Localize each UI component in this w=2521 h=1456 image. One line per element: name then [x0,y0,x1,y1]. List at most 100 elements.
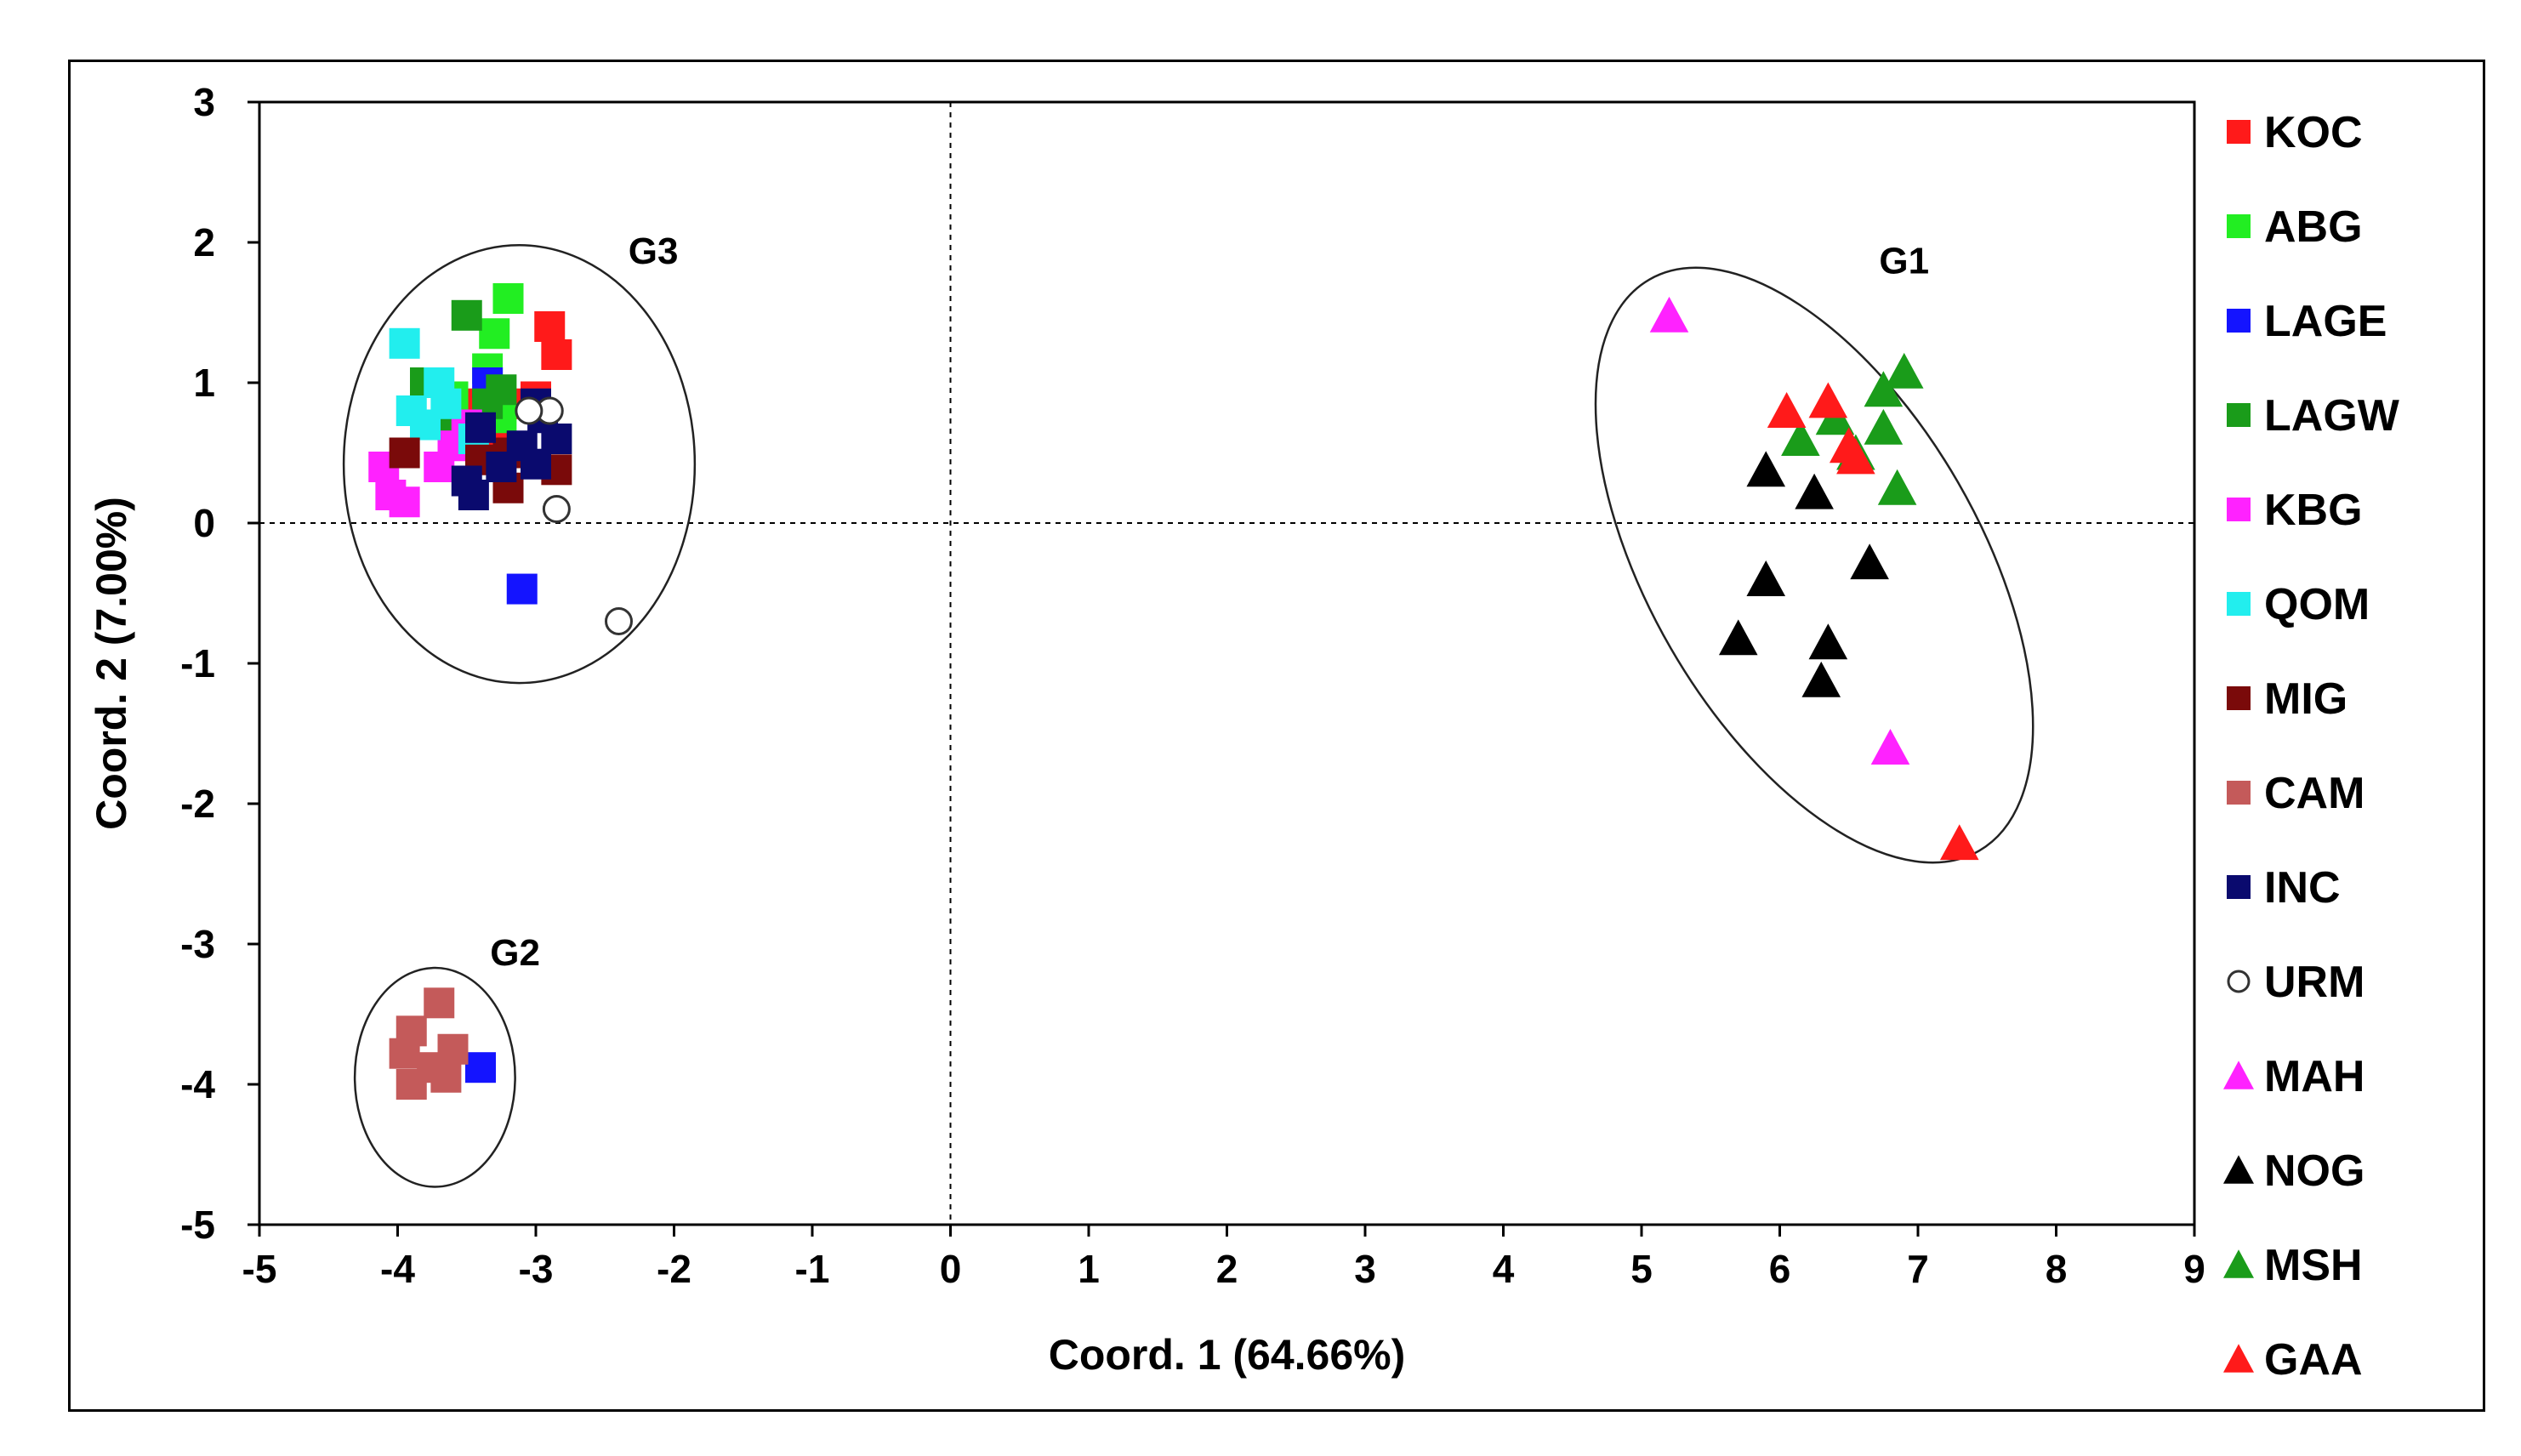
legend-marker [2227,120,2251,144]
legend-label: LAGW [2264,391,2400,441]
legend-marker [2223,1249,2254,1278]
group-ellipse-g1 [1594,266,2034,864]
data-point [542,495,571,523]
y-tick-label: 2 [193,220,215,264]
data-point [1767,392,1807,428]
legend-item-lagw: LAGW [2227,391,2400,441]
data-point [506,573,538,605]
data-point [1801,661,1841,697]
data-point [1808,623,1848,660]
figure-frame [68,60,2485,1412]
data-point [541,339,572,370]
x-tick-label: 1 [1078,1247,1100,1291]
legend-item-qom: QOM [2227,580,2370,629]
legend-item-kbg: KBG [2227,486,2363,535]
data-point [465,1052,496,1083]
group-ellipse-g2 [353,966,516,1188]
legend-item-urm: URM [2227,958,2365,1007]
data-point [1836,438,1875,475]
legend-item-gaa: GAA [2223,1335,2363,1385]
data-point [1746,451,1786,487]
y-tick-label: 3 [193,80,215,124]
series-inc [451,388,572,510]
legend-label: MIG [2264,674,2347,724]
y-tick-label: 1 [193,361,215,405]
legend-marker [2227,781,2251,805]
y-axis-ticks: 3 2 1 0 -1 -2 -3 -4 -5 [180,80,259,1247]
y-tick-label: -1 [180,641,215,685]
x-tick-label: -2 [657,1247,691,1291]
legend-marker [2227,214,2251,238]
legend-marker [2227,686,2251,710]
legend-label: MSH [2264,1241,2363,1290]
data-point [1746,560,1786,596]
legend-label: NOG [2264,1146,2365,1196]
legend-item-nog: NOG [2223,1146,2365,1196]
data-point [1795,473,1834,509]
plot-area: G1 G2 G3 [258,100,2196,1226]
group-label-g1: G1 [1879,240,1929,282]
x-tick-label: 5 [1630,1247,1653,1291]
legend-item-msh: MSH [2223,1241,2363,1290]
legend-marker [2223,1061,2254,1089]
data-point [1870,729,1910,765]
data-point [534,311,566,342]
legend-marker [2227,592,2251,616]
legend-label: KOC [2264,108,2363,157]
data-point [1718,619,1758,656]
legend-label: CAM [2264,769,2365,818]
data-point [389,486,420,518]
group-label-g3: G3 [629,230,679,272]
legend-label: QOM [2264,580,2370,629]
data-point [479,318,510,350]
legend-label: GAA [2264,1335,2363,1385]
legend-label: INC [2264,863,2341,913]
group-ellipse-g3 [342,244,697,685]
y-tick-label: -2 [180,782,215,826]
y-tick-label: -4 [180,1062,215,1106]
x-tick-label: 2 [1216,1247,1238,1291]
data-point [492,283,524,314]
data-point [396,1015,427,1047]
y-tick-label: -5 [180,1203,215,1247]
data-point [486,452,517,482]
legend-marker [2227,309,2251,333]
legend-marker [2227,970,2251,993]
x-tick-label: 4 [1493,1247,1515,1291]
data-point [515,396,543,425]
data-point [1884,352,1924,389]
data-points [368,283,1979,1100]
y-tick-label: -3 [180,922,215,966]
x-tick-label: 9 [2183,1247,2205,1291]
legend-marker [2223,1344,2254,1373]
x-tick-label: -4 [380,1247,415,1291]
x-tick-label: -5 [242,1247,277,1291]
legend-marker [2223,1155,2254,1184]
legend-label: MAH [2264,1052,2365,1101]
data-point [1850,543,1889,580]
data-point [451,299,482,331]
x-tick-label: -3 [519,1247,554,1291]
x-tick-label: 8 [2046,1247,2068,1291]
group-labels: G1 G2 G3 [490,230,1929,974]
data-point [1781,420,1820,456]
legend-item-koc: KOC [2227,108,2363,157]
data-point [605,607,633,635]
data-point [424,987,455,1019]
data-point [458,480,489,510]
data-point [389,327,420,359]
legend-item-mah: MAH [2223,1052,2365,1101]
legend-label: KBG [2264,486,2363,535]
x-tick-label: 6 [1769,1247,1791,1291]
data-point [1808,382,1848,418]
series-gaa [1767,382,1979,861]
x-tick-label: 0 [940,1247,962,1291]
x-axis-ticks: -5 -4 -3 -2 -1 0 1 2 3 4 5 6 7 8 9 [242,1225,2205,1291]
data-point [1939,824,1979,861]
x-tick-label: -1 [795,1247,830,1291]
data-point [1864,408,1904,445]
group-label-g2: G2 [490,932,540,974]
data-point [430,388,462,419]
legend-item-mig: MIG [2227,674,2347,724]
